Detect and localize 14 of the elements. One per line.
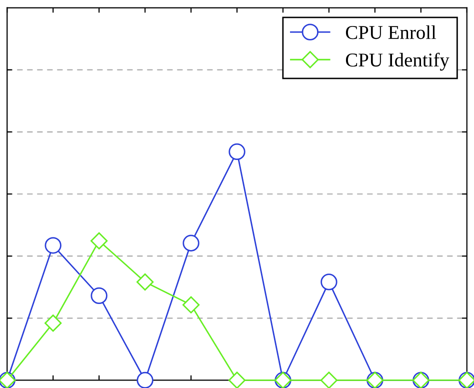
point	[228, 372, 246, 388]
point	[228, 143, 246, 160]
point	[320, 274, 338, 290]
point	[44, 314, 62, 332]
point	[136, 273, 154, 291]
legend-label: CPU Identify	[346, 52, 450, 71]
legend-label: CPU Enroll	[346, 25, 436, 40]
point	[90, 232, 108, 250]
point	[136, 372, 154, 388]
point	[182, 296, 200, 314]
point	[320, 372, 338, 388]
point	[182, 234, 200, 252]
point	[90, 287, 108, 304]
point	[44, 237, 62, 254]
